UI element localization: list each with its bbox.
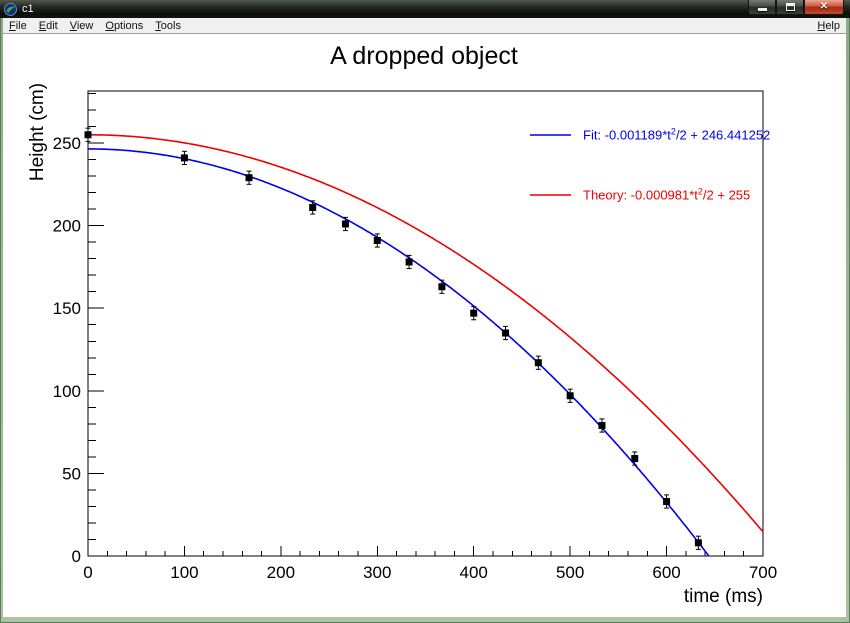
data-point xyxy=(631,455,639,463)
svg-text:0: 0 xyxy=(83,563,92,582)
data-point xyxy=(373,236,381,244)
data-point xyxy=(84,131,92,139)
window-title: c1 xyxy=(22,3,34,15)
plot-frame xyxy=(87,90,764,557)
svg-text:150: 150 xyxy=(53,299,81,318)
menu-item-tools[interactable]: Tools xyxy=(155,19,181,32)
data-point xyxy=(470,309,478,317)
fit-curve xyxy=(88,148,710,557)
data-point xyxy=(341,220,349,228)
menu-item-edit[interactable]: Edit xyxy=(38,19,58,32)
data-points xyxy=(84,127,702,550)
data-point xyxy=(405,258,413,266)
menu-item-view[interactable]: View xyxy=(69,19,94,32)
svg-text:100: 100 xyxy=(53,382,81,401)
svg-text:50: 50 xyxy=(62,464,81,483)
svg-text:100: 100 xyxy=(170,563,198,582)
minimize-button[interactable] xyxy=(748,0,776,15)
y-axis: 0 50 100 150 200 250 Height (cm) xyxy=(27,83,104,566)
data-point xyxy=(245,174,253,182)
data-point xyxy=(598,422,606,430)
caption-buttons: ✕ xyxy=(748,0,844,15)
fit-legend-label: Fit: -0.001189*t2/2 + 246.441252 xyxy=(583,127,770,143)
svg-text:700: 700 xyxy=(749,563,777,582)
svg-text:500: 500 xyxy=(556,563,584,582)
data-point xyxy=(534,359,542,367)
svg-text:200: 200 xyxy=(53,217,81,236)
y-axis-title: Height (cm) xyxy=(27,83,48,181)
canvas-area[interactable]: A dropped object 0 100 200 300 400 500 600 700 ti… xyxy=(3,34,846,617)
svg-text:600: 600 xyxy=(652,563,680,582)
data-point xyxy=(663,497,671,505)
legend: Fit: -0.001189*t2/2 + 246.441252 Theory: … xyxy=(530,127,770,203)
close-button[interactable]: ✕ xyxy=(804,0,844,15)
data-point xyxy=(309,203,317,211)
svg-text:300: 300 xyxy=(363,563,391,582)
maximize-icon xyxy=(785,3,795,11)
titlebar[interactable]: c1 ✕ xyxy=(0,0,850,18)
svg-text:0: 0 xyxy=(72,547,81,566)
close-icon: ✕ xyxy=(819,1,829,12)
x-axis: 0 100 200 300 400 500 600 700 time (ms) xyxy=(83,546,777,607)
data-point xyxy=(694,539,702,547)
maximize-button[interactable] xyxy=(776,0,804,15)
data-point xyxy=(566,392,574,400)
menu-item-help[interactable]: Help xyxy=(817,19,840,32)
theory-legend-label: Theory: -0.000981*t2/2 + 255 xyxy=(583,187,750,203)
x-axis-title: time (ms) xyxy=(684,586,763,607)
menubar: File Edit View Options Tools Help xyxy=(3,18,846,34)
svg-text:200: 200 xyxy=(267,563,295,582)
chart-title: A dropped object xyxy=(330,42,518,70)
data-point xyxy=(180,154,188,162)
menu-item-file[interactable]: File xyxy=(9,19,27,32)
svg-text:250: 250 xyxy=(53,134,81,153)
svg-text:400: 400 xyxy=(460,563,488,582)
data-point xyxy=(438,283,446,291)
data-point xyxy=(502,329,510,337)
minimize-icon xyxy=(757,8,767,11)
root-app-icon xyxy=(4,2,17,16)
theory-curve xyxy=(88,134,764,533)
menu-item-options[interactable]: Options xyxy=(105,19,144,32)
